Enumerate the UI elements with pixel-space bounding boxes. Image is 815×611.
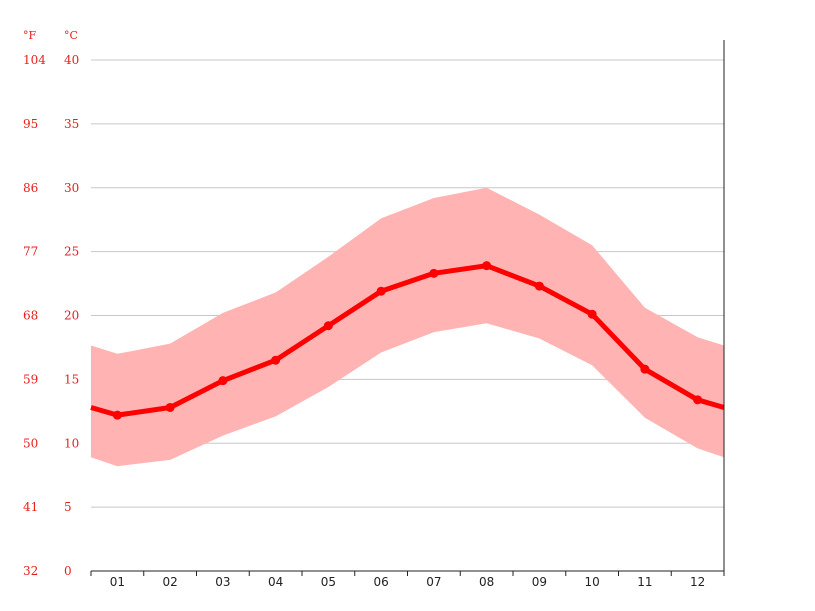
month-label: 03 [215,575,230,589]
mean-temperature-point [587,309,597,319]
month-label: 11 [637,575,652,589]
axis-labels: °F °C 0 32 5 41 10 50 15 59 20 68 25 77 30 86 35 95 40 10… [23,29,705,589]
celsius-tick-label: 40 [64,53,79,67]
celsius-tick-label: 0 [64,564,72,578]
month-label: 10 [584,575,599,589]
month-label: 02 [162,575,177,589]
celsius-tick-label: 5 [64,500,72,514]
mean-temperature-series [90,261,725,420]
fahrenheit-tick-label: 68 [23,309,38,323]
mean-temperature-point [218,376,228,386]
month-label: 04 [268,575,283,589]
month-label: 05 [321,575,336,589]
axes [90,40,725,576]
fahrenheit-tick-label: 104 [23,53,46,67]
month-label: 06 [373,575,388,589]
mean-temperature-point [693,395,703,405]
mean-temperature-point [271,355,281,365]
month-label: 08 [479,575,494,589]
mean-temperature-point [534,281,544,291]
fahrenheit-tick-label: 95 [23,117,38,131]
celsius-tick-label: 30 [64,181,79,195]
month-label: 01 [110,575,125,589]
fahrenheit-tick-label: 32 [23,564,38,578]
mean-temperature-point [482,261,492,271]
month-label: 07 [426,575,441,589]
mean-temperature-point [429,268,439,278]
mean-temperature-line [90,263,725,418]
celsius-tick-label: 35 [64,117,79,131]
fahrenheit-tick-label: 50 [23,436,38,450]
fahrenheit-tick-label: 77 [23,245,38,259]
fahrenheit-tick-label: 41 [23,500,38,514]
celsius-tick-label: 15 [64,372,79,386]
celsius-unit-label: °C [64,29,78,42]
celsius-tick-label: 10 [64,436,79,450]
fahrenheit-tick-label: 59 [23,372,38,386]
mean-temperature-point [640,364,650,374]
celsius-tick-label: 25 [64,245,79,259]
temperature-range-area [91,187,724,467]
temperature-range-band [91,187,724,467]
month-label: 12 [690,575,705,589]
celsius-tick-label: 20 [64,309,79,323]
fahrenheit-tick-label: 86 [23,181,38,195]
fahrenheit-unit-label: °F [23,29,37,42]
mean-temperature-point [165,402,175,412]
mean-temperature-point [323,321,333,331]
month-label: 09 [532,575,547,589]
mean-temperature-point [376,286,386,296]
mean-temperature-point [112,410,122,420]
